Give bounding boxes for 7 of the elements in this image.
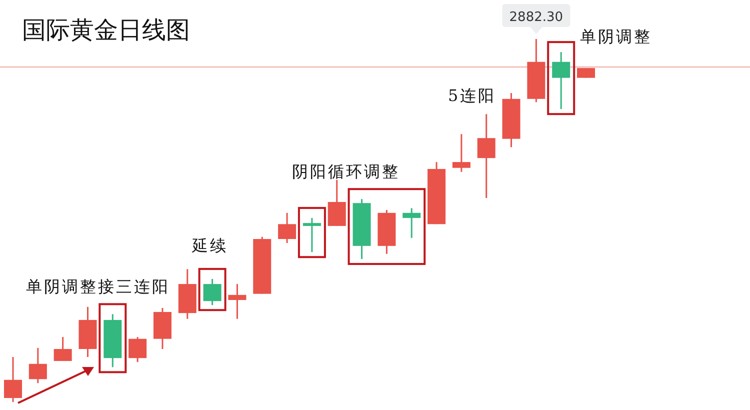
annotation: 2882.30	[509, 10, 564, 25]
annotation: 单阴调整接三连阳	[26, 277, 170, 296]
annotation: 5连阳	[448, 86, 496, 105]
annotation: 单阴调整	[580, 27, 652, 46]
annotation: 阴阳循环调整	[292, 162, 400, 181]
title: 国际黄金日线图	[22, 16, 190, 44]
annotation: 延续	[192, 236, 228, 255]
